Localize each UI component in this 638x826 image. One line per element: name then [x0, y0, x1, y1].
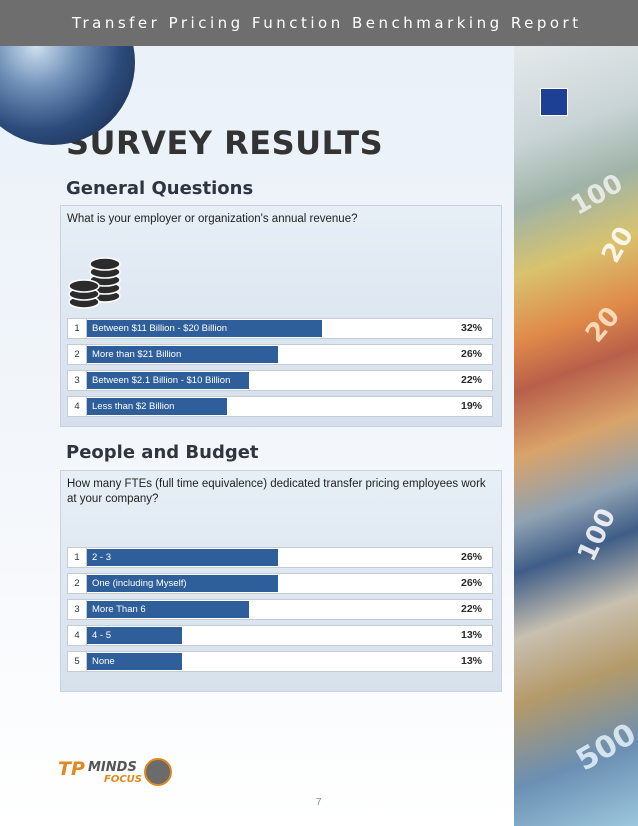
answer-label: More Than 6: [92, 604, 146, 615]
answer-label: Between $2.1 Billion - $10 Billion: [92, 375, 231, 386]
answer-percent: 26%: [460, 348, 482, 360]
answer-bar: [87, 575, 278, 592]
answer-row: 3 More Than 6 22%: [67, 599, 493, 620]
answer-bar: [87, 627, 182, 644]
answer-percent: 32%: [460, 322, 482, 334]
answer-rank: 1: [68, 319, 87, 338]
answer-percent: 19%: [460, 400, 482, 412]
answer-row: 5 None 13%: [67, 651, 493, 672]
answer-percent: 22%: [460, 603, 482, 615]
answer-rank: 5: [68, 652, 87, 671]
logo-mark-icon: [144, 758, 172, 786]
answer-label: Less than $2 Billion: [92, 401, 175, 412]
answer-label: 2 - 3: [92, 552, 112, 563]
answer-rank: 1: [68, 548, 87, 567]
survey-panel-revenue: What is your employer or organization's …: [60, 205, 502, 427]
section-heading-people: People and Budget: [66, 442, 259, 463]
answer-rank: 2: [68, 574, 87, 593]
header-bar: Transfer Pricing Function Benchmarking R…: [0, 0, 638, 46]
page-title: SURVEY RESULTS: [66, 124, 384, 162]
eu-flag-icon: [540, 88, 568, 116]
answer-percent: 26%: [460, 551, 482, 563]
answer-percent: 22%: [460, 374, 482, 386]
logo-tp: TP: [58, 758, 85, 780]
answer-rank: 3: [68, 600, 87, 619]
survey-question: What is your employer or organization's …: [67, 213, 358, 225]
answer-row: 4 4 - 5 13%: [67, 625, 493, 646]
answer-bar: [87, 601, 249, 618]
banknotes-image: [514, 46, 638, 826]
answer-percent: 13%: [460, 655, 482, 667]
answer-bar: [87, 549, 278, 566]
answer-rank: 3: [68, 371, 87, 390]
section-heading-general: General Questions: [66, 178, 254, 199]
answer-row: 2 More than $21 Billion 26%: [67, 344, 493, 365]
logo-minds: MINDS: [88, 760, 137, 775]
answer-label: None: [92, 656, 115, 667]
answer-label: More than $21 Billion: [92, 349, 182, 360]
survey-question: How many FTEs (full time equivalence) de…: [67, 478, 486, 505]
logo-focus: FOCUS: [104, 774, 142, 785]
answer-bar: [87, 320, 322, 337]
answer-percent: 26%: [460, 577, 482, 589]
answer-bar: [87, 398, 227, 415]
page-number: 7: [316, 797, 322, 808]
answer-row: 3 Between $2.1 Billion - $10 Billion 22%: [67, 370, 493, 391]
answer-row: 1 Between $11 Billion - $20 Billion 32%: [67, 318, 493, 339]
answer-percent: 13%: [460, 629, 482, 641]
answer-bar: [87, 372, 249, 389]
report-title: Transfer Pricing Function Benchmarking R…: [72, 14, 582, 32]
answer-rank: 4: [68, 626, 87, 645]
answer-bar: [87, 346, 278, 363]
answer-label: 4 - 5: [92, 630, 112, 641]
answer-rank: 4: [68, 397, 87, 416]
tpminds-focus-logo: TP MINDS FOCUS: [58, 758, 172, 788]
answer-label: One (including Myself): [92, 578, 187, 589]
answer-row: 2 One (including Myself) 26%: [67, 573, 493, 594]
survey-panel-ftes: How many FTEs (full time equivalence) de…: [60, 470, 502, 692]
answer-row: 4 Less than $2 Billion 19%: [67, 396, 493, 417]
coins-icon: [68, 257, 121, 309]
answer-label: Between $11 Billion - $20 Billion: [92, 323, 228, 334]
answer-rank: 2: [68, 345, 87, 364]
answer-bar: [87, 653, 182, 670]
answer-row: 1 2 - 3 26%: [67, 547, 493, 568]
